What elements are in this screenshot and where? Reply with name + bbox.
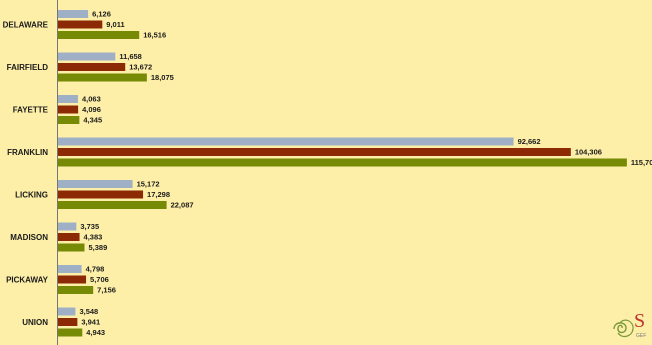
bar: [58, 20, 103, 29]
bar: [58, 201, 167, 209]
bar: [58, 190, 144, 199]
category-label: FRANKLIN: [7, 148, 48, 157]
category-label: PICKAWAY: [6, 276, 49, 285]
value-label: 5,389: [88, 243, 107, 252]
bar: [58, 307, 76, 316]
value-label: 3,735: [80, 222, 99, 231]
value-label: 4,345: [83, 116, 102, 125]
value-label: 115,705: [631, 158, 652, 167]
value-label: 4,943: [86, 328, 105, 337]
spiral-logo-icon: [613, 319, 634, 338]
bar: [58, 52, 116, 61]
value-labels: 6,1269,01116,51611,65813,67218,0754,0634…: [79, 10, 652, 338]
category-label: MADISON: [10, 233, 48, 242]
bar: [58, 328, 83, 337]
bar: [58, 31, 140, 39]
logo-subtext: GEF: [636, 333, 647, 339]
category-label: FAIRFIELD: [7, 63, 49, 72]
value-label: 3,548: [79, 307, 98, 316]
value-label: 4,798: [86, 265, 105, 274]
value-label: 3,941: [81, 318, 100, 327]
bar: [58, 10, 89, 18]
value-label: 104,306: [575, 148, 602, 157]
value-label: 9,011: [106, 20, 124, 29]
bar: [58, 275, 87, 284]
bar: [58, 180, 133, 188]
category-labels: DELAWARE FAIRFIELD FAYETTE FRANKLIN LICKING M…: [3, 21, 49, 328]
bar: [58, 243, 85, 252]
value-label: 4,063: [82, 95, 101, 104]
bar: [58, 73, 147, 82]
category-label: FAYETTE: [13, 106, 49, 115]
value-label: 22,087: [171, 201, 194, 210]
value-label: 13,672: [129, 63, 152, 72]
bar: [58, 105, 79, 114]
bar: [58, 286, 94, 294]
category-label: DELAWARE: [3, 21, 49, 30]
brand-logo: S GEF: [608, 309, 652, 343]
value-label: 15,172: [137, 180, 160, 189]
bar: [58, 63, 126, 71]
bar: [58, 233, 80, 241]
value-label: 5,706: [90, 275, 109, 284]
bar: [58, 158, 627, 167]
bar: [58, 95, 78, 103]
category-label: LICKING: [15, 191, 48, 200]
value-label: 16,516: [143, 31, 166, 40]
bars-group: [58, 10, 627, 337]
value-label: 4,383: [84, 233, 103, 242]
category-label: UNION: [22, 318, 48, 327]
value-label: 17,298: [147, 190, 170, 199]
logo-letter: S: [634, 310, 646, 332]
value-label: 4,096: [82, 105, 101, 114]
value-label: 92,662: [518, 137, 541, 146]
value-label: 7,156: [97, 286, 116, 295]
value-label: 11,658: [119, 52, 142, 61]
bar: [58, 222, 77, 231]
value-label: 6,126: [92, 10, 111, 19]
bar: [58, 318, 78, 326]
value-label: 18,075: [151, 73, 174, 82]
bar: [58, 265, 82, 273]
bar: [58, 148, 571, 156]
bar: [58, 116, 80, 124]
bar: [58, 137, 514, 146]
